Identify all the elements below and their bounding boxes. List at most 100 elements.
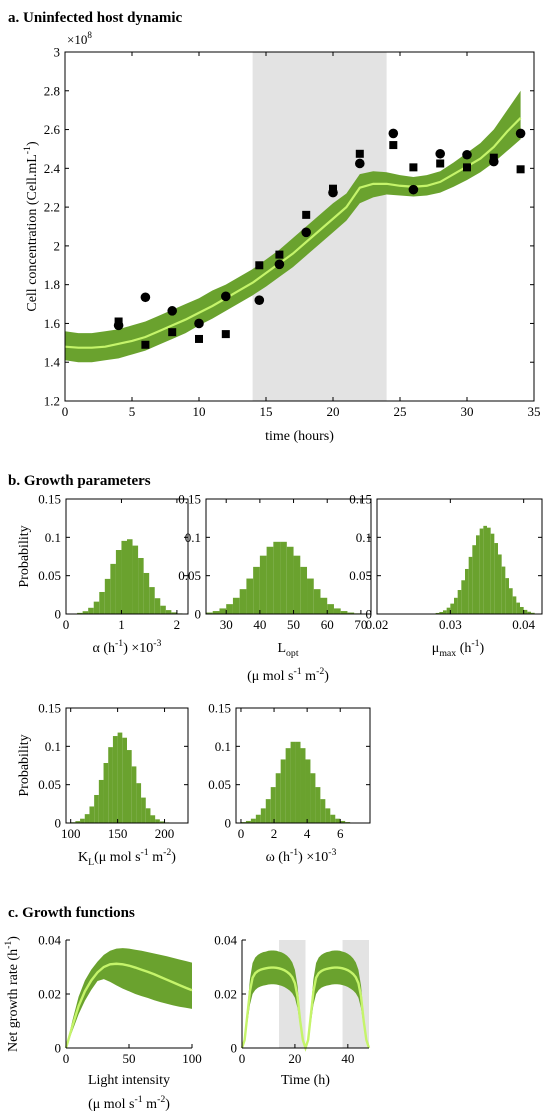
plot-frame [235, 707, 371, 824]
kl-axis-label-part: m [149, 850, 164, 865]
data-point-circle [301, 227, 312, 238]
histogram-bar [479, 528, 484, 614]
kl-axis-label-part: K [78, 850, 88, 865]
histogram-bar [501, 566, 506, 614]
omega-axis-label-part: ω (h [266, 850, 290, 865]
y-tick-label: 0 [231, 1041, 238, 1056]
histogram-bar [259, 555, 267, 614]
x-tick-label: 0 [239, 1051, 246, 1066]
histogram-bar [122, 737, 127, 823]
data-point-square [141, 340, 150, 349]
data-point-square [355, 149, 364, 158]
plot-frame [65, 707, 189, 824]
y-exponent-label-part: ×10 [67, 32, 87, 47]
histogram-bar [290, 741, 296, 823]
x-tick-label: 50 [123, 1051, 136, 1066]
panel-c-title-part: c. Growth functions [8, 905, 135, 921]
mumax-axis-label-part: (h [456, 641, 471, 656]
y-tick-label: 2.6 [44, 122, 61, 137]
growth-band [66, 948, 192, 1048]
x-tick-label: 40 [341, 1051, 354, 1066]
y-axis-label: Net growth rate (h-1) [3, 936, 21, 1052]
histogram-bar [136, 783, 142, 823]
data-point-square [255, 261, 264, 270]
histogram-bar [333, 608, 341, 614]
histogram-bar [320, 799, 326, 823]
histogram-bar [121, 540, 127, 614]
data-point-circle [435, 148, 446, 159]
histogram-bar [255, 814, 261, 823]
histogram-bar [293, 555, 301, 614]
y-axis-label: Cell concentration (Cell.mL-1) [22, 141, 40, 312]
histogram-bar [104, 578, 111, 614]
y-axis-label-part: -1 [22, 146, 33, 154]
kl-axis-label-part: (μ mol s [94, 850, 140, 865]
y-tick-label: 0.15 [38, 701, 61, 716]
lopt-axis-label-part: opt [286, 648, 299, 659]
histogram-bar [512, 596, 517, 614]
light-axis-units-part: -1 [135, 1094, 143, 1105]
histogram-bar [315, 787, 321, 823]
histogram-bar [260, 808, 266, 823]
y-tick-label: 1.2 [44, 394, 60, 409]
histogram-bar [145, 808, 151, 823]
x-axis-label: time (hours) [265, 429, 334, 444]
data-point-circle [167, 306, 177, 316]
x-tick-label: 40 [253, 617, 266, 632]
data-point-circle [221, 291, 231, 302]
light-axis-label-part: Light intensity [88, 1073, 170, 1088]
x-tick-label: 1 [118, 617, 125, 632]
histogram-bar [212, 611, 220, 614]
histogram-bar [300, 566, 308, 614]
omega-axis-label-part: -1 [290, 847, 298, 858]
x-tick-label: 0 [63, 1051, 70, 1066]
x-tick-label: 2 [271, 826, 278, 841]
lopt-axis-units: (μ mol s-1 m-2) [247, 666, 329, 684]
histogram-bar [509, 588, 513, 614]
histogram-bar [94, 794, 99, 823]
data-point-circle [254, 295, 265, 305]
histogram-bar [446, 607, 451, 614]
x-tick-label: 6 [337, 826, 344, 841]
model-confidence-band [65, 90, 521, 363]
y-tick-label: 3 [54, 45, 61, 60]
histogram-bar [131, 766, 137, 823]
x-tick-label: 25 [394, 404, 407, 419]
y-tick-label: 0.15 [208, 701, 231, 716]
histogram-bar [150, 815, 156, 823]
y-tick-label: 1.8 [44, 277, 60, 292]
mumax-axis-label-part: max [439, 648, 456, 659]
y-tick-label: 0 [225, 816, 232, 831]
y-tick-label: 0.1 [185, 530, 201, 545]
histogram-bar [143, 572, 150, 614]
histogram-bar [457, 590, 462, 614]
light-axis-units-part: -2 [157, 1094, 165, 1105]
histogram-bar [138, 557, 144, 614]
data-point-square [409, 163, 418, 172]
y-tick-label: 0 [366, 607, 373, 622]
data-point-square [489, 153, 498, 162]
histogram-bar [285, 748, 291, 823]
light-axis-label: Light intensity [88, 1073, 170, 1088]
histogram-bar [112, 736, 118, 823]
y-axis-label-part: -1 [3, 941, 14, 949]
data-point-square [275, 250, 284, 259]
y-tick-label: 0.1 [356, 530, 372, 545]
histogram-bar [80, 818, 85, 823]
histogram-bar [165, 610, 172, 614]
x-tick-label: 0.02 [366, 617, 389, 632]
histogram-bar [472, 545, 476, 614]
omega-axis-label-part: -3 [328, 847, 336, 858]
histogram-bar [245, 820, 251, 823]
panel-b-title-part: b. Growth parameters [8, 473, 151, 489]
y-axis-label: Probability [17, 734, 32, 796]
y-tick-label: 0.02 [214, 987, 237, 1002]
y-tick-label: 0.05 [178, 568, 201, 583]
y-tick-label: 0 [55, 607, 62, 622]
histogram-bar [531, 612, 535, 614]
y-axis-label-part: Probability [17, 734, 32, 796]
y-axis-label: Probability [17, 525, 32, 587]
histogram-bar [330, 814, 336, 823]
histogram-bar [476, 535, 480, 614]
histogram-bar [127, 750, 132, 823]
